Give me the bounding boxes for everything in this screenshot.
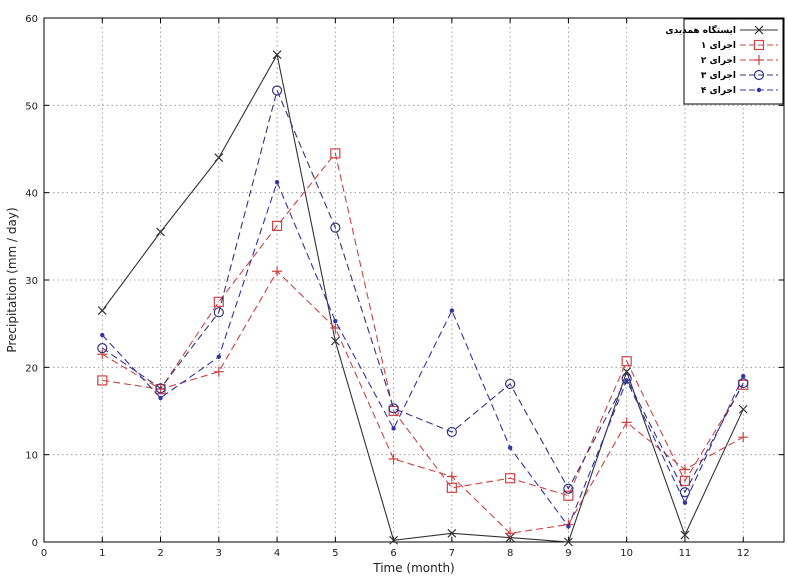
x-tick-label: 8 [507, 548, 513, 559]
series-1-point [447, 528, 457, 538]
series-2-point [446, 482, 457, 493]
series-1-point [738, 404, 748, 414]
series-2-point [679, 475, 691, 486]
grid [44, 18, 784, 542]
series-1-point [389, 535, 399, 545]
series-5 [100, 179, 746, 529]
series-4-point [446, 426, 457, 438]
series-2-point [388, 405, 399, 417]
series-5-point [333, 318, 338, 324]
series-3-point [213, 366, 224, 377]
legend-label-1: ایستگاه همدیدی [665, 24, 736, 36]
series-4-point [505, 378, 516, 390]
x-tick-label: 11 [679, 548, 692, 559]
series-4-line [101, 88, 744, 494]
series-4-point [271, 85, 283, 96]
x-tick-label: 0 [41, 548, 47, 559]
legend-label-5: اجرای ۴ [701, 86, 736, 96]
series-2-point [563, 490, 574, 501]
series-4 [97, 85, 749, 498]
x-tick-label: 7 [449, 548, 455, 559]
series-5-point [682, 500, 688, 505]
series-5-point [566, 524, 571, 529]
legend-label-4: اجرای ۳ [701, 71, 736, 81]
series-1-point [97, 306, 107, 315]
series-4-point [563, 483, 574, 494]
y-tick-label: 50 [25, 101, 38, 112]
series-4-point [388, 403, 399, 414]
legend-marker-4 [753, 69, 765, 81]
legend-marker-1 [754, 25, 764, 35]
series-5-point [274, 179, 280, 185]
legend-marker-2 [753, 39, 765, 51]
series-3-point [446, 471, 457, 482]
series-1-point [214, 153, 224, 163]
series-4-point [679, 487, 691, 498]
series-1-point [563, 537, 573, 547]
series-1 [97, 50, 748, 547]
legend-label-2: اجرای ۱ [701, 41, 736, 51]
series-2-point [271, 220, 283, 231]
series-4-point [155, 383, 166, 394]
series-3-point [505, 528, 516, 539]
x-axis-label: Time (month) [372, 561, 455, 575]
series-5-point [449, 308, 455, 313]
series-1-point [272, 50, 282, 60]
series-5-line [101, 180, 744, 528]
series-2-point [330, 148, 341, 159]
series-3-point [97, 349, 108, 360]
series-1-line [101, 53, 744, 543]
legend: ایستگاه همدیدی اجرای ۱ اجرای ۲ اجرای ۳ اجرای… [665, 18, 784, 105]
x-tick-label: 6 [390, 548, 396, 559]
series-2-point [97, 375, 108, 386]
x-tick-label: 12 [737, 548, 750, 559]
series-4-point [738, 377, 749, 389]
series-2-point [621, 356, 632, 367]
series-4-point [621, 373, 632, 384]
series-2-line [102, 152, 744, 497]
series-5-point [216, 354, 222, 360]
y-tick-label: 40 [25, 189, 38, 200]
x-tick-label: 3 [216, 548, 222, 559]
legend-label-3: اجرای ۲ [701, 56, 736, 66]
series-5-point [741, 373, 746, 379]
legend-box [683, 18, 784, 105]
y-axis-label: Precipitation (mm / day) [5, 207, 19, 352]
series-4-point [213, 307, 224, 318]
series-3-point [621, 417, 632, 428]
series-1-point [680, 530, 690, 540]
series-3-point [272, 266, 283, 277]
series-2-point [505, 473, 516, 484]
series-5-point [158, 395, 163, 401]
x-tick-label: 5 [332, 548, 338, 559]
series-2-point [213, 296, 224, 307]
series-5-point [391, 426, 396, 431]
y-tick-label: 30 [25, 276, 38, 287]
series-1-point [156, 227, 165, 237]
series-1-point [330, 336, 340, 346]
series-4-point [330, 222, 341, 233]
series-3-line [102, 270, 744, 534]
series-3-point [738, 432, 749, 443]
series-group [97, 50, 749, 547]
series-3-point [388, 454, 399, 465]
legend-marker-5 [756, 87, 762, 93]
series-4-point [97, 343, 108, 354]
series-5-point [624, 378, 629, 383]
x-tick-label: 10 [620, 548, 633, 559]
legend-marker-3 [754, 55, 764, 65]
series-5-point [100, 332, 105, 338]
y-tick-label: 0 [32, 538, 38, 549]
x-tick-label: 9 [565, 548, 571, 559]
series-5-point [507, 445, 513, 450]
x-tick-label: 4 [274, 548, 280, 559]
y-tick-label: 10 [25, 451, 38, 462]
x-tick-label: 1 [99, 548, 105, 559]
y-tick-label: 60 [25, 14, 38, 25]
series-3-point [679, 464, 690, 475]
x-tick-label: 2 [157, 548, 163, 559]
y-tick-label: 20 [25, 363, 38, 374]
